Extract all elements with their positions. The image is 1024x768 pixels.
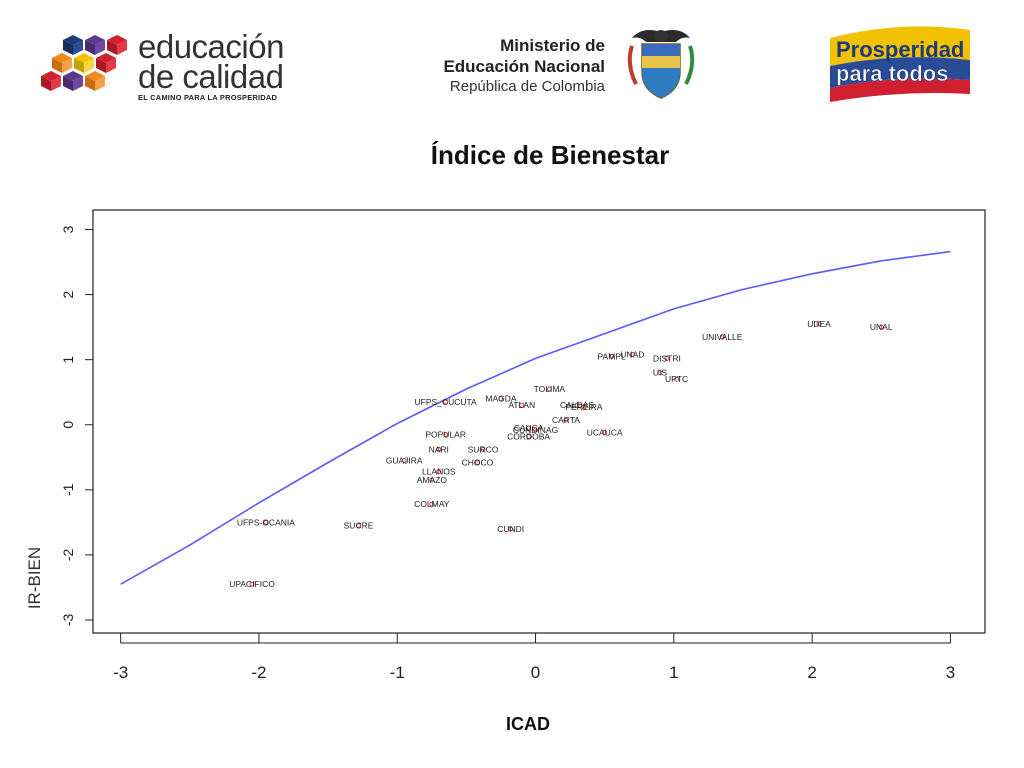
point-label: UIS [653,368,668,378]
data-point [263,519,269,525]
data-point [533,427,538,433]
x-tick-label: -3 [113,663,128,682]
point-label: UNAD [620,349,644,359]
y-tick-label: -3 [60,614,76,627]
data-point [526,425,532,431]
point-label: TOLIMA [534,384,566,394]
point-label: MAGDA [485,394,517,404]
data-point [546,386,552,392]
ministry-line-1: Ministerio de [500,36,605,55]
logo-tagline: EL CAMINO PARA LA PROSPERIDAD [138,93,278,102]
logo-line-1: educación [138,28,284,65]
point-label: GUAJIRA [386,456,423,466]
point-label: UCAUCA [587,428,623,438]
cubes-logo-icon [41,35,127,91]
point-label: DISTRI [653,353,681,363]
point-label: UNAL [870,322,893,332]
point-label: POPULAR [425,430,466,440]
y-tick-label: 0 [60,421,76,429]
point-label: SUCRE [344,521,374,531]
data-point [609,353,615,359]
point-label: PAMPL [598,351,626,361]
point-label: UPTC [665,374,688,384]
point-label: CARTA [552,415,580,425]
chart-title: Índice de Bienestar [430,140,670,170]
x-tick-label: -1 [390,663,405,682]
data-point [401,458,407,463]
y-tick-label: 3 [60,225,76,233]
data-point [602,430,608,436]
data-point [429,477,435,483]
data-point [480,447,486,452]
flag-swoosh-icon [830,26,970,102]
data-point [878,324,884,330]
plot-frame [92,209,986,634]
point-label: CORDOBA [507,431,550,441]
x-tick-label: -2 [251,663,266,682]
trend-curve [120,250,951,585]
point-label: UNIVALLE [702,332,743,342]
data-point [436,447,442,452]
y-tick-label: 1 [60,356,76,364]
data-point [508,526,514,532]
prosperidad-line-2: para todos [836,61,949,86]
data-point [356,523,361,529]
x-axis-label: ICAD [506,714,550,734]
point-label: UFPS_CUCUTA [415,397,478,407]
point-label: UDEA [807,319,831,329]
data-point [664,355,670,361]
x-tick-label: 3 [946,663,955,682]
data-point [249,581,255,587]
x-tick-label: 0 [531,663,540,682]
point-label: CHOCO [462,457,494,467]
logo-line-2: de calidad [138,58,284,95]
data-point [581,404,587,410]
data-point [563,417,569,423]
data-point [629,352,635,357]
prosperidad-line-1: Prosperidad [836,37,965,62]
point-label: UFPS-OCANIA [237,517,295,527]
data-point [436,469,442,475]
data-point [816,321,822,327]
point-label: LLANOS [422,467,456,477]
data-point [674,376,680,382]
point-label: CAUCA [514,423,544,433]
y-axis-label: IR-BIEN [25,547,44,609]
data-point [443,399,449,405]
prosperidad-logo: Prosperidad para todos [830,20,970,102]
coat-of-arms-icon [627,30,695,99]
y-tick-label: -2 [60,548,76,561]
y-tick-label: 2 [60,290,76,298]
ministry-line-2: Educación Nacional [443,57,605,76]
y-tick-label: -1 [60,483,76,496]
data-point [498,396,504,402]
point-label: UPACIFICO [229,579,275,589]
educacion-de-calidad-logo: educación de calidad EL CAMINO PARA LA P… [38,30,303,102]
point-label: PEREIRA [565,402,603,412]
data-point [443,432,449,437]
data-point [574,402,580,408]
data-point [719,334,725,340]
point-label: COLMAY [414,499,450,509]
data-point [526,434,532,439]
data-point [519,402,525,408]
x-tick-label: 1 [669,663,678,682]
point-label: CUNDINAG [513,425,558,435]
point-label: SURCO [468,444,499,454]
point-label: ATLAN [508,400,535,410]
x-tick-label: 2 [807,663,816,682]
point-label: CALDAS [560,400,594,410]
data-point [475,460,480,465]
data-point [429,501,435,507]
ministry-name: Ministerio de Educación Nacional Repúbli… [405,35,605,97]
data-point [657,370,663,376]
ministry-line-3: República de Colombia [449,78,605,95]
point-label: CUNDI [497,524,524,534]
point-label: AMAZO [417,475,448,485]
point-label: NARI [429,444,449,454]
